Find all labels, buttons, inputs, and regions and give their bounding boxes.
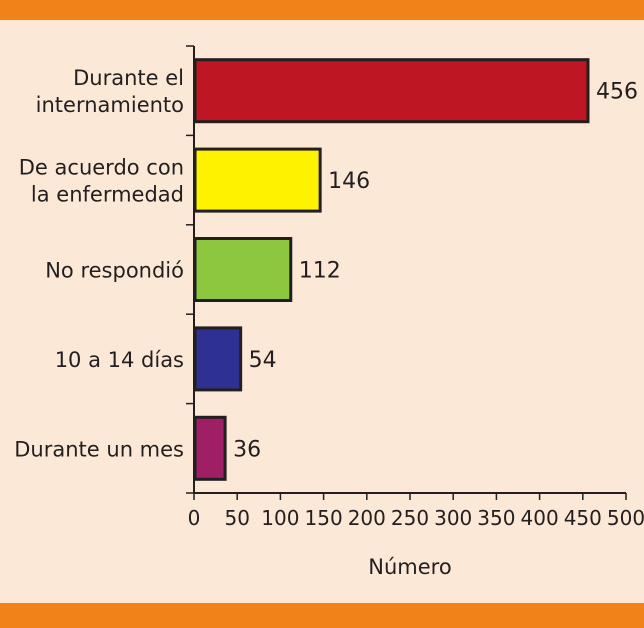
top-band <box>0 0 644 20</box>
x-tick-label: 150 <box>305 506 343 530</box>
x-tick-label: 450 <box>564 506 602 530</box>
x-tick-label: 50 <box>224 506 249 530</box>
data-label: 36 <box>233 437 261 462</box>
x-axis-title: Número <box>368 555 451 579</box>
category-label: internamiento <box>36 93 184 117</box>
x-tick-label: 500 <box>607 506 644 530</box>
data-label: 112 <box>299 259 341 284</box>
x-tick-label: 300 <box>434 506 472 530</box>
bar <box>193 415 227 481</box>
labels: 0 50 100 150 200 250 300 350 400 450 500 Número 456 D… <box>14 66 644 579</box>
data-label: 146 <box>328 169 370 194</box>
bottom-band <box>0 603 644 628</box>
data-label: 456 <box>596 80 638 105</box>
x-tick-label: 250 <box>391 506 429 530</box>
x-tick-label: 100 <box>261 506 299 530</box>
bar <box>193 237 293 302</box>
category-label: De acuerdo con <box>19 156 184 180</box>
category-label: No respondió <box>45 259 184 283</box>
category-label: 10 a 14 días <box>55 348 184 372</box>
bar <box>193 147 322 213</box>
category-label: Durante un mes <box>14 437 184 461</box>
category-label: la enfermedad <box>31 183 184 207</box>
x-tick-label: 200 <box>348 506 386 530</box>
bars <box>193 58 590 481</box>
x-tick-label: 0 <box>188 506 201 530</box>
x-tick-label: 400 <box>521 506 559 530</box>
x-tick-label: 350 <box>477 506 515 530</box>
bar <box>193 326 243 392</box>
bar <box>193 58 590 124</box>
data-label: 54 <box>249 348 277 373</box>
category-label: Durante el <box>73 66 184 90</box>
